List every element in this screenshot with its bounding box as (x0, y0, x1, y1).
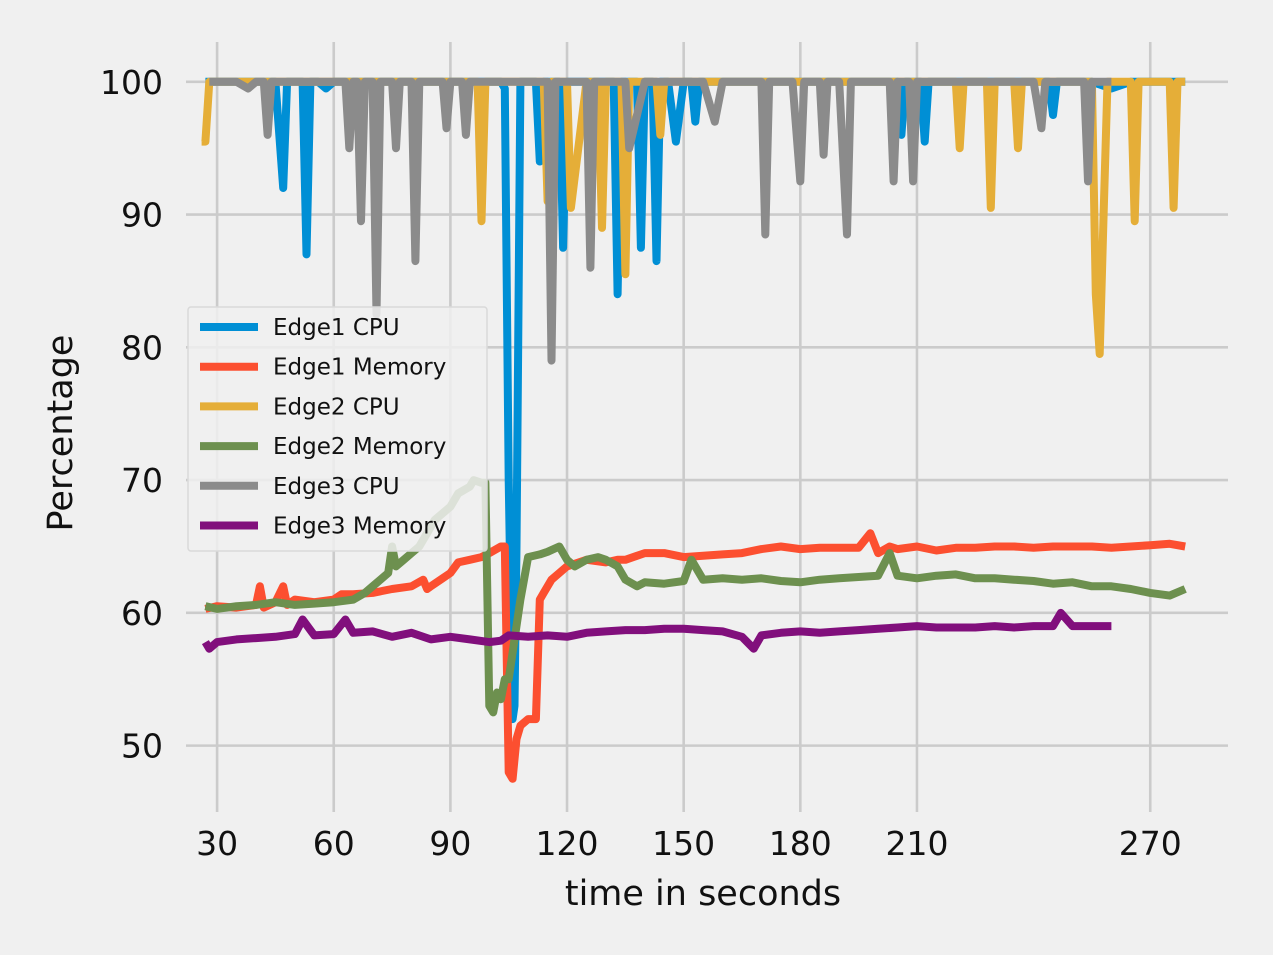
legend-entry: Edge3 CPU (273, 474, 400, 500)
legend-entry: Edge2 CPU (273, 394, 400, 420)
series-line-edge3-memory (201, 608, 1112, 653)
x-tick-label: 120 (536, 824, 599, 863)
legend-box (187, 306, 488, 552)
legend-entry: Edge1 Memory (273, 355, 446, 381)
x-tick-label: 150 (652, 824, 715, 863)
x-tick-label: 60 (313, 824, 355, 863)
y-tick-label: 60 (121, 594, 163, 633)
y-tick-label: 90 (121, 196, 163, 235)
series-line-edge3-cpu (209, 77, 1112, 365)
x-tick-label: 210 (885, 824, 948, 863)
legend-entry: Edge3 Memory (273, 514, 446, 540)
x-tick-label: 180 (769, 824, 832, 863)
series-line-edge1-memory (204, 529, 1186, 783)
tick-labels: 30 60 90 120 150 180 210 270 50 60 70 80 90 100 (100, 63, 1182, 863)
y-axis-label: Percentage (41, 335, 81, 532)
x-tick-label: 90 (429, 824, 471, 863)
x-tick-label: 270 (1119, 824, 1182, 863)
legend-entry: Edge2 Memory (273, 434, 446, 460)
x-tick-label: 30 (196, 824, 238, 863)
y-tick-label: 50 (121, 727, 163, 766)
legend-entry: Edge1 CPU (273, 315, 400, 341)
legend: Edge1 CPU Edge1 Memory Edge2 CPU Edge2 Memo… (187, 306, 488, 552)
y-tick-label: 100 (100, 63, 163, 102)
y-tick-label: 80 (121, 328, 163, 367)
x-axis-label: time in seconds (565, 874, 841, 914)
y-tick-label: 70 (121, 461, 163, 500)
